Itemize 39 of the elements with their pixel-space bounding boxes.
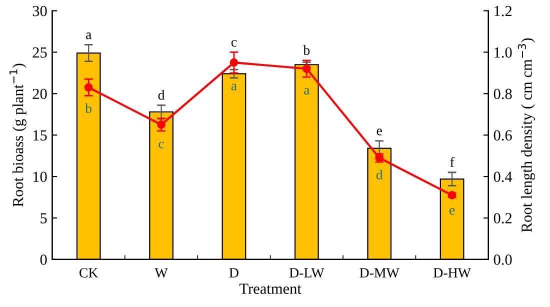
annotation: b xyxy=(85,103,92,114)
y-tick-label: 5 xyxy=(40,213,47,224)
y2-axis-title: Root length density ( cm cm$^{−3}$) xyxy=(518,38,535,232)
annotation: a xyxy=(231,84,237,90)
y-tick-label: 30 xyxy=(32,6,47,16)
x-axis-title: Treatment xyxy=(239,284,302,294)
y2-tick-label: 0.4 xyxy=(494,172,512,182)
annotation: c xyxy=(158,142,164,148)
annotation: c xyxy=(231,40,237,47)
y2-tick-label: 1.2 xyxy=(494,6,512,16)
x-tick-label: D-HW xyxy=(434,268,471,278)
point xyxy=(84,83,93,92)
annotation: a xyxy=(304,88,310,95)
y-tick-label: 0 xyxy=(40,254,47,265)
annotation: d xyxy=(376,170,383,180)
y2-tick-label: 0.6 xyxy=(494,130,512,141)
annotation: b xyxy=(303,45,310,55)
y2-tick-label: 1.0 xyxy=(494,47,512,58)
y-tick-label: 25 xyxy=(32,47,47,58)
y2-tick-label: 0.2 xyxy=(494,213,512,224)
x-tick-label: D-LW xyxy=(289,268,324,278)
annotation: e xyxy=(376,128,382,136)
point xyxy=(230,58,238,67)
annotation: d xyxy=(158,90,165,100)
point xyxy=(302,64,311,73)
y-tick-label: 15 xyxy=(33,130,47,141)
annotation: e xyxy=(450,208,455,215)
x-tick-label: CK xyxy=(80,268,98,278)
y2-tick-label: 0.0 xyxy=(494,254,512,265)
y-tick-label: 10 xyxy=(33,172,47,182)
x-tick-label: W xyxy=(154,268,168,278)
y-tick-label: 20 xyxy=(32,88,47,100)
y-axis-title: Root bioass (g plant$^{−1}$) xyxy=(9,64,26,207)
point xyxy=(157,120,166,129)
y2-tick-label: 0.8 xyxy=(494,88,512,100)
x-tick-label: D xyxy=(229,268,238,278)
annotation: f xyxy=(450,156,454,167)
annotation: a xyxy=(86,32,92,40)
x-tick-label: D-MW xyxy=(360,268,400,278)
